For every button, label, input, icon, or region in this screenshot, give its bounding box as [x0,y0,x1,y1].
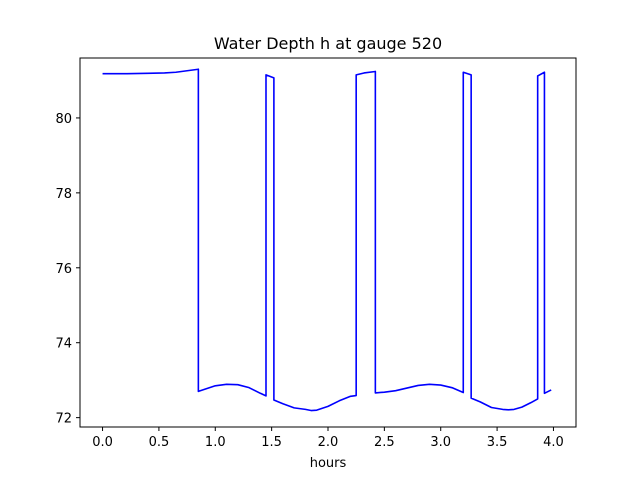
y-tick-label: 72 [55,412,72,427]
x-tick-label: 1.5 [261,435,282,450]
y-tick-label: 74 [55,337,72,352]
x-tick-label: 3.0 [430,435,451,450]
x-tick-label: 0.0 [92,435,113,450]
x-axis-label: hours [310,456,347,471]
x-tick-label: 0.5 [149,435,170,450]
plot-area [102,68,552,412]
y-tick-label: 80 [55,112,72,127]
y-tick-label: 76 [55,262,72,277]
x-tick-label: 1.0 [205,435,226,450]
x-axis: 0.0 0.5 1.0 1.5 2.0 2.5 3.0 3.5 4.0 [92,427,564,450]
chart-title: Water Depth h at gauge 520 [214,34,442,53]
x-tick-label: 2.5 [374,435,395,450]
series-line [102,68,552,412]
x-tick-label: 2.0 [318,435,339,450]
y-tick-label: 78 [55,187,72,202]
y-axis: 72 74 76 78 80 [55,112,80,427]
x-tick-label: 4.0 [543,435,564,450]
x-tick-label: 3.5 [487,435,508,450]
